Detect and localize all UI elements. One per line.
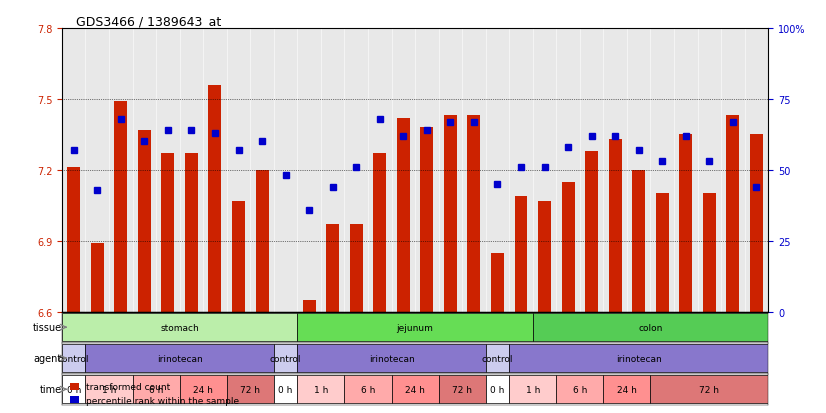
- Text: 72 h: 72 h: [452, 385, 472, 394]
- Text: time: time: [40, 384, 62, 394]
- Bar: [274, 375, 297, 403]
- Bar: [491, 253, 504, 312]
- Bar: [114, 102, 127, 312]
- Text: GDS3466 / 1389643_at: GDS3466 / 1389643_at: [76, 15, 221, 28]
- Bar: [161, 154, 174, 312]
- Bar: [538, 201, 551, 312]
- Bar: [468, 116, 481, 312]
- Bar: [679, 135, 692, 312]
- Bar: [208, 85, 221, 312]
- Bar: [509, 375, 557, 403]
- Text: 24 h: 24 h: [617, 385, 637, 394]
- Bar: [344, 375, 392, 403]
- Bar: [444, 116, 457, 312]
- Bar: [533, 313, 768, 341]
- Legend: transformed count, percentile rank within the sample: transformed count, percentile rank withi…: [66, 379, 243, 408]
- Bar: [67, 168, 80, 312]
- Text: 1 h: 1 h: [102, 385, 116, 394]
- Text: tissue: tissue: [33, 323, 62, 332]
- Text: 0 h: 0 h: [278, 385, 292, 394]
- Text: 24 h: 24 h: [193, 385, 213, 394]
- Text: control: control: [58, 354, 89, 363]
- Text: 1 h: 1 h: [525, 385, 540, 394]
- Text: irinotecan: irinotecan: [157, 354, 202, 363]
- Bar: [726, 116, 739, 312]
- Bar: [302, 300, 316, 312]
- Text: irinotecan: irinotecan: [616, 354, 662, 363]
- Bar: [373, 154, 387, 312]
- Bar: [297, 375, 344, 403]
- Bar: [326, 225, 339, 312]
- Bar: [297, 344, 486, 372]
- Bar: [91, 244, 104, 312]
- Text: 24 h: 24 h: [405, 385, 425, 394]
- Bar: [86, 375, 132, 403]
- Bar: [392, 375, 439, 403]
- Text: 72 h: 72 h: [240, 385, 260, 394]
- Text: irinotecan: irinotecan: [368, 354, 415, 363]
- Text: agent: agent: [34, 354, 62, 363]
- Text: stomach: stomach: [160, 323, 199, 332]
- Text: jejunum: jejunum: [396, 323, 434, 332]
- Bar: [585, 152, 598, 312]
- Bar: [396, 119, 410, 312]
- Bar: [515, 196, 528, 312]
- Text: 6 h: 6 h: [572, 385, 587, 394]
- Bar: [349, 225, 363, 312]
- Text: 6 h: 6 h: [149, 385, 164, 394]
- Text: 72 h: 72 h: [700, 385, 719, 394]
- Bar: [274, 344, 297, 372]
- Bar: [62, 313, 297, 341]
- Bar: [750, 135, 763, 312]
- Bar: [62, 375, 86, 403]
- Bar: [185, 154, 198, 312]
- Bar: [509, 344, 768, 372]
- Text: 6 h: 6 h: [361, 385, 375, 394]
- Bar: [132, 375, 180, 403]
- Bar: [632, 171, 645, 312]
- Bar: [557, 375, 603, 403]
- Text: 0 h: 0 h: [491, 385, 505, 394]
- Bar: [226, 375, 274, 403]
- Text: control: control: [482, 354, 513, 363]
- Bar: [562, 182, 575, 312]
- Bar: [486, 344, 509, 372]
- Bar: [486, 375, 509, 403]
- Bar: [297, 313, 533, 341]
- Text: control: control: [270, 354, 301, 363]
- Bar: [62, 344, 86, 372]
- Bar: [609, 140, 622, 312]
- Bar: [86, 344, 274, 372]
- Bar: [439, 375, 486, 403]
- Bar: [603, 375, 651, 403]
- Bar: [703, 194, 716, 312]
- Bar: [651, 375, 768, 403]
- Text: 1 h: 1 h: [314, 385, 328, 394]
- Bar: [232, 201, 245, 312]
- Bar: [255, 171, 268, 312]
- Bar: [138, 131, 151, 312]
- Text: 0 h: 0 h: [67, 385, 81, 394]
- Bar: [420, 128, 434, 312]
- Bar: [180, 375, 226, 403]
- Text: colon: colon: [638, 323, 662, 332]
- Bar: [656, 194, 669, 312]
